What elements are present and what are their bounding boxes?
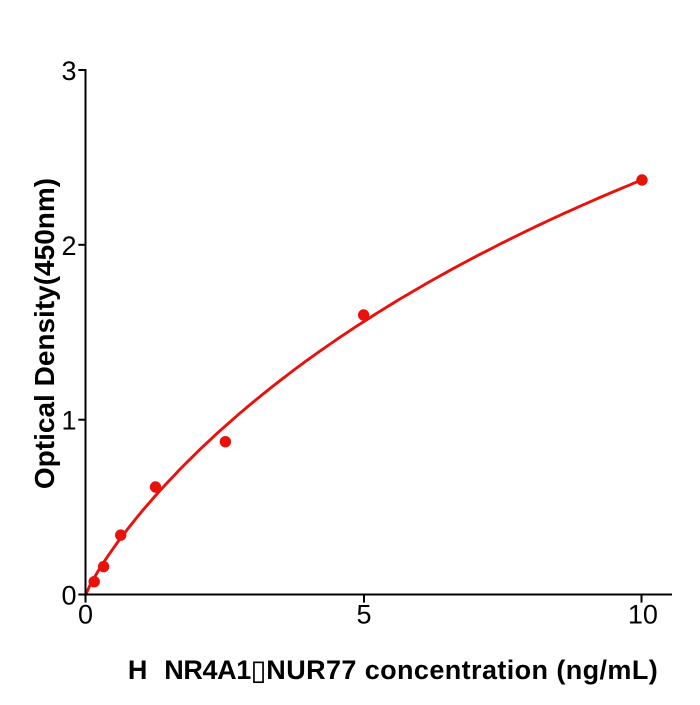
svg-text:0: 0 xyxy=(61,581,76,611)
svg-text:NR4A1: NR4A1 xyxy=(164,655,251,685)
svg-text:Optical Density(450nm): Optical Density(450nm) xyxy=(29,178,60,489)
svg-text:5: 5 xyxy=(356,600,371,630)
svg-text:1: 1 xyxy=(61,406,76,436)
svg-text:10: 10 xyxy=(628,600,658,630)
svg-text:3: 3 xyxy=(61,56,76,86)
svg-text:NUR77 concentration (ng/mL): NUR77 concentration (ng/mL) xyxy=(266,655,658,685)
svg-text:2: 2 xyxy=(61,231,76,261)
svg-text:0: 0 xyxy=(78,600,93,630)
svg-text:H: H xyxy=(128,655,147,685)
